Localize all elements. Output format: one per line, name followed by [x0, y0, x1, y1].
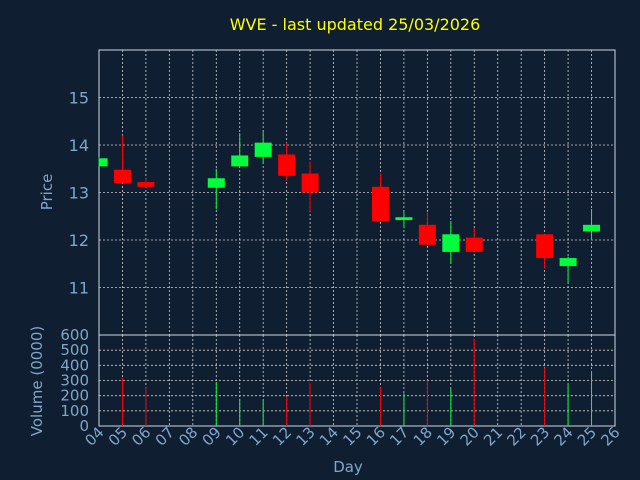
- candle-body: [113, 169, 131, 183]
- candle-body: [207, 178, 225, 188]
- volume-tick-label: 500: [60, 341, 89, 359]
- candle-body: [254, 142, 272, 157]
- candle-body: [418, 224, 436, 245]
- chart-title: WVE - last updated 25/03/2026: [230, 15, 481, 34]
- volume-tick-label: 300: [60, 372, 89, 390]
- candle-body: [536, 234, 554, 259]
- price-panel: 11 12 13 14 15: [69, 49, 616, 336]
- candle-body: [301, 173, 319, 193]
- candle-body: [278, 154, 296, 176]
- volume-tick-label: 0: [79, 417, 89, 435]
- candle-body: [395, 217, 413, 221]
- volume-axis-label: Volume (0000): [28, 326, 46, 436]
- price-tick-label: 13: [69, 184, 89, 203]
- price-tick-label: 12: [69, 231, 89, 250]
- volume-tick-label: 200: [60, 387, 89, 405]
- price-tick-label: 14: [69, 136, 89, 155]
- candle-body: [371, 186, 389, 221]
- candle-body: [465, 237, 483, 252]
- volume-tick-label: 100: [60, 402, 89, 420]
- candle-body: [137, 182, 155, 187]
- price-grid: [99, 50, 615, 335]
- price-ticks: 11 12 13 14 15: [69, 89, 89, 298]
- candle-body: [442, 234, 460, 252]
- price-tick-label: 11: [69, 279, 89, 298]
- candle-body: [231, 155, 249, 167]
- price-tick-label: 15: [69, 89, 89, 108]
- x-axis-label: Day: [333, 458, 363, 476]
- candles: [98, 130, 601, 283]
- candle-body: [583, 224, 601, 232]
- volume-bars: [121, 338, 593, 426]
- candle-body: [99, 158, 108, 167]
- candle-body: [559, 258, 577, 267]
- volume-grid: [99, 335, 615, 426]
- volume-tick-label: 600: [60, 326, 89, 344]
- volume-tick-label: 400: [60, 356, 89, 374]
- x-axis-ticks: 0405060708091011121314151617181920212223…: [81, 423, 623, 449]
- price-axis-label: Price: [38, 174, 56, 211]
